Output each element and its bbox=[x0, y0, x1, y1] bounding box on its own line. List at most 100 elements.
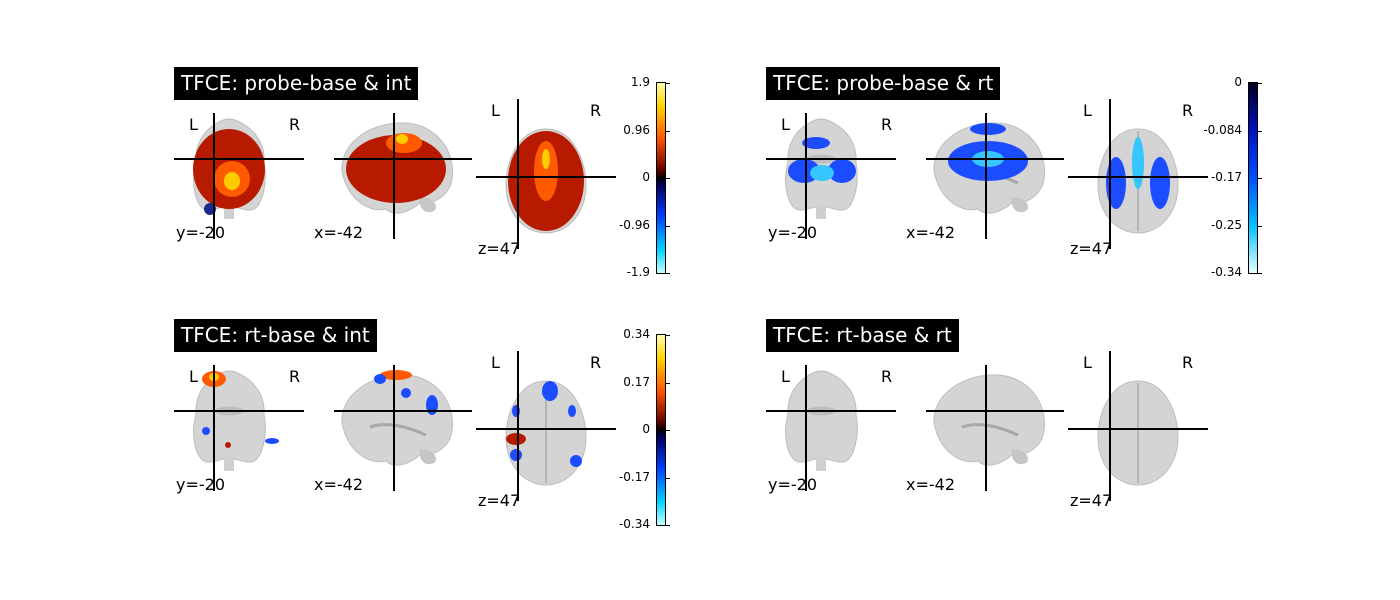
sagittal-view bbox=[926, 113, 1064, 239]
colorbar-tick-mark bbox=[666, 225, 670, 227]
orientation-left-label-axial: L bbox=[1083, 353, 1092, 372]
colorbar-gradient bbox=[656, 82, 666, 274]
axial-heat-peak bbox=[542, 149, 550, 169]
axial-coordinate-label: z=47 bbox=[478, 239, 521, 258]
colorbar-tick-mark bbox=[666, 130, 670, 132]
coronal-brain-slice bbox=[785, 370, 858, 463]
colorbar-tick-mark bbox=[1258, 83, 1262, 84]
coronal-coordinate-label: y=-20 bbox=[176, 475, 226, 494]
coronal-brainstem bbox=[224, 457, 234, 471]
sagittal-heat-overlay bbox=[346, 135, 446, 203]
colorbar-tick-label: -0.17 bbox=[618, 469, 650, 484]
axial-heat-core bbox=[534, 141, 558, 201]
orientation-left-label: L bbox=[781, 367, 790, 386]
colorbar-tick-mark bbox=[1258, 225, 1262, 227]
colorbar-tick-mark bbox=[666, 178, 670, 179]
colorbar-tick-label: 0 bbox=[642, 422, 650, 436]
coronal-brainstem bbox=[816, 205, 826, 219]
orientation-right-label: R bbox=[881, 367, 893, 386]
coronal-cold-core bbox=[810, 165, 834, 181]
sagittal-heat-cluster bbox=[380, 370, 412, 380]
sagittal-cold-cluster-mid bbox=[401, 388, 411, 398]
colorbar-tick-mark bbox=[666, 430, 670, 431]
colorbar-tick-label: 1.9 bbox=[630, 75, 650, 89]
coronal-heat-spot bbox=[225, 442, 231, 448]
orientation-right-label-axial: R bbox=[1182, 353, 1194, 372]
axial-coordinate-label: z=47 bbox=[1070, 491, 1113, 510]
colorbar-tick-mark bbox=[1258, 130, 1262, 132]
colorbar-tick-mark bbox=[666, 335, 670, 336]
axial-cold-cluster-back-right bbox=[570, 455, 582, 467]
colorbar-tick-label: -0.084 bbox=[1203, 122, 1242, 137]
panel-probe-base-int: TFCE: probe-base & int L R L R y=-20 x=-… bbox=[174, 67, 694, 307]
colorbar-tick-mark bbox=[666, 382, 670, 384]
coronal-coordinate-label: y=-20 bbox=[768, 475, 818, 494]
orientation-left-label: L bbox=[189, 367, 198, 386]
axial-view bbox=[476, 99, 616, 249]
sagittal-cerebellum bbox=[1011, 197, 1029, 213]
panel-title: TFCE: rt-base & int bbox=[174, 319, 377, 352]
sagittal-brain-slice bbox=[341, 374, 454, 466]
sagittal-coordinate-label: x=-42 bbox=[906, 223, 956, 242]
colorbar: 0.34 0.17 0 -0.17 -0.34 bbox=[619, 327, 716, 534]
orientation-right-label-axial: R bbox=[590, 353, 602, 372]
coronal-view bbox=[174, 365, 304, 491]
coronal-cold-spot-right bbox=[265, 438, 279, 444]
axial-cold-overlay-right bbox=[1150, 157, 1170, 209]
coronal-view bbox=[766, 365, 896, 491]
panel-title: TFCE: rt-base & rt bbox=[766, 319, 959, 352]
sagittal-sulcus bbox=[369, 423, 427, 437]
axial-view bbox=[1068, 99, 1208, 249]
axial-view bbox=[1068, 351, 1208, 501]
sagittal-view bbox=[926, 365, 1064, 491]
sagittal-cold-top bbox=[970, 123, 1006, 135]
orientation-left-label: L bbox=[781, 115, 790, 134]
sagittal-view bbox=[334, 365, 472, 491]
colorbar-tick-label: -0.25 bbox=[1210, 217, 1242, 232]
sagittal-coordinate-label: x=-42 bbox=[906, 475, 956, 494]
colorbar-tick-label: -0.34 bbox=[618, 517, 650, 531]
coronal-cold-overlay-right bbox=[828, 159, 856, 183]
colorbar-tick-label: -1.9 bbox=[626, 265, 650, 279]
colorbar-gradient bbox=[656, 334, 666, 526]
sagittal-brain-slice bbox=[933, 374, 1046, 466]
orientation-left-label-axial: L bbox=[1083, 101, 1092, 120]
panel-rt-base-rt: TFCE: rt-base & rt L R L R y=-20 x=-42 z… bbox=[766, 319, 1286, 559]
axial-coordinate-label: z=47 bbox=[1070, 239, 1113, 258]
colorbar-tick-label: -0.34 bbox=[1210, 265, 1242, 279]
colorbar-tick-label: 0 bbox=[642, 170, 650, 184]
panel-title: TFCE: probe-base & int bbox=[174, 67, 419, 100]
coronal-view bbox=[766, 113, 896, 239]
sagittal-heat-peak bbox=[396, 134, 408, 144]
axial-cold-core bbox=[1132, 137, 1144, 189]
sagittal-view bbox=[334, 113, 472, 239]
coronal-coordinate-label: y=-20 bbox=[176, 223, 226, 242]
sagittal-sulcus bbox=[961, 423, 1019, 437]
colorbar-tick-label: 0.17 bbox=[623, 374, 650, 389]
orientation-right-label: R bbox=[881, 115, 893, 134]
colorbar-tick-label: 0 bbox=[1234, 75, 1242, 89]
orientation-right-label-axial: R bbox=[590, 101, 602, 120]
orientation-right-label-axial: R bbox=[1182, 101, 1194, 120]
colorbar: 0 -0.084 -0.17 -0.25 -0.34 bbox=[1203, 75, 1308, 282]
coronal-brain-slice bbox=[193, 370, 266, 463]
sagittal-cerebellum bbox=[1011, 449, 1029, 465]
axial-view bbox=[476, 351, 616, 501]
colorbar-tick-label: 0.96 bbox=[623, 122, 650, 137]
colorbar-tick-label: -0.17 bbox=[1210, 170, 1242, 184]
coronal-cold-top bbox=[802, 137, 830, 149]
colorbar-tick-mark bbox=[1258, 273, 1262, 274]
panel-title: TFCE: probe-base & rt bbox=[766, 67, 1001, 100]
orientation-left-label: L bbox=[189, 115, 198, 134]
coronal-heat-peak bbox=[224, 172, 240, 190]
colorbar-gradient bbox=[1248, 82, 1258, 274]
colorbar: 1.9 0.96 0 -0.96 -1.9 bbox=[619, 75, 716, 282]
sagittal-coordinate-label: x=-42 bbox=[314, 475, 364, 494]
colorbar-tick-mark bbox=[1258, 178, 1262, 179]
panel-probe-base-rt: TFCE: probe-base & rt L R L R y=-20 x=-4… bbox=[766, 67, 1286, 307]
axial-cold-cluster-right bbox=[568, 405, 576, 417]
coronal-view bbox=[174, 113, 304, 239]
axial-cold-cluster-front bbox=[542, 381, 558, 401]
axial-cold-cluster-back-left bbox=[510, 449, 522, 461]
colorbar-tick-label: -0.96 bbox=[618, 217, 650, 232]
